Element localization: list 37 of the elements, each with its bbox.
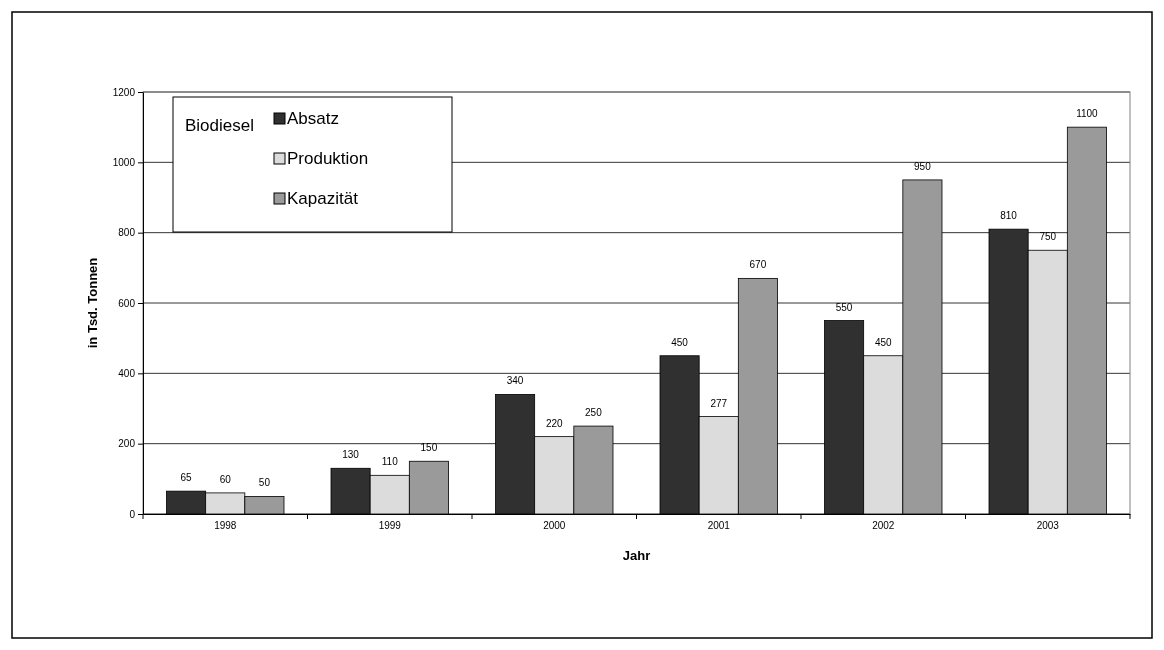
x-tick-label: 2000 bbox=[543, 520, 566, 532]
x-tick-label: 1998 bbox=[214, 520, 237, 532]
data-label: 1100 bbox=[1076, 108, 1099, 120]
data-label: 65 bbox=[180, 472, 193, 484]
y-tick-label: 400 bbox=[118, 368, 136, 380]
legend-title: Biodiesel bbox=[185, 116, 254, 135]
y-axis-title: in Tsd. Tonnen bbox=[85, 257, 100, 349]
y-tick-label: 0 bbox=[129, 508, 136, 520]
data-label: 340 bbox=[506, 375, 524, 387]
data-label: 130 bbox=[342, 449, 360, 461]
legend-label: Absatz bbox=[287, 109, 339, 128]
x-tick-label: 2002 bbox=[872, 520, 895, 532]
data-label: 150 bbox=[420, 442, 438, 454]
x-tick-label: 1999 bbox=[378, 520, 402, 532]
data-label: 750 bbox=[1039, 231, 1057, 243]
data-label: 220 bbox=[545, 417, 564, 429]
data-label: 950 bbox=[914, 160, 932, 172]
legend-label: Kapazität bbox=[287, 189, 359, 208]
data-label: 250 bbox=[585, 407, 603, 419]
data-label: 450 bbox=[874, 336, 893, 348]
x-tick-label: 2003 bbox=[1036, 520, 1060, 532]
data-label: 670 bbox=[749, 259, 767, 271]
data-label: 810 bbox=[1000, 210, 1018, 222]
data-label: 277 bbox=[710, 397, 728, 409]
y-tick-label: 200 bbox=[118, 438, 136, 450]
y-tick-label: 800 bbox=[118, 227, 136, 239]
data-label: 50 bbox=[258, 477, 271, 489]
data-label: 450 bbox=[671, 336, 689, 348]
data-label: 110 bbox=[381, 456, 399, 468]
data-label: 550 bbox=[835, 301, 853, 313]
y-tick-label: 1200 bbox=[112, 86, 136, 98]
data-label: 60 bbox=[219, 473, 232, 485]
x-axis-title: Jahr bbox=[622, 548, 651, 563]
y-tick-label: 600 bbox=[118, 297, 136, 309]
y-tick-label: 1000 bbox=[112, 157, 136, 169]
legend-label: Produktion bbox=[287, 149, 369, 168]
x-tick-label: 2001 bbox=[707, 520, 731, 532]
